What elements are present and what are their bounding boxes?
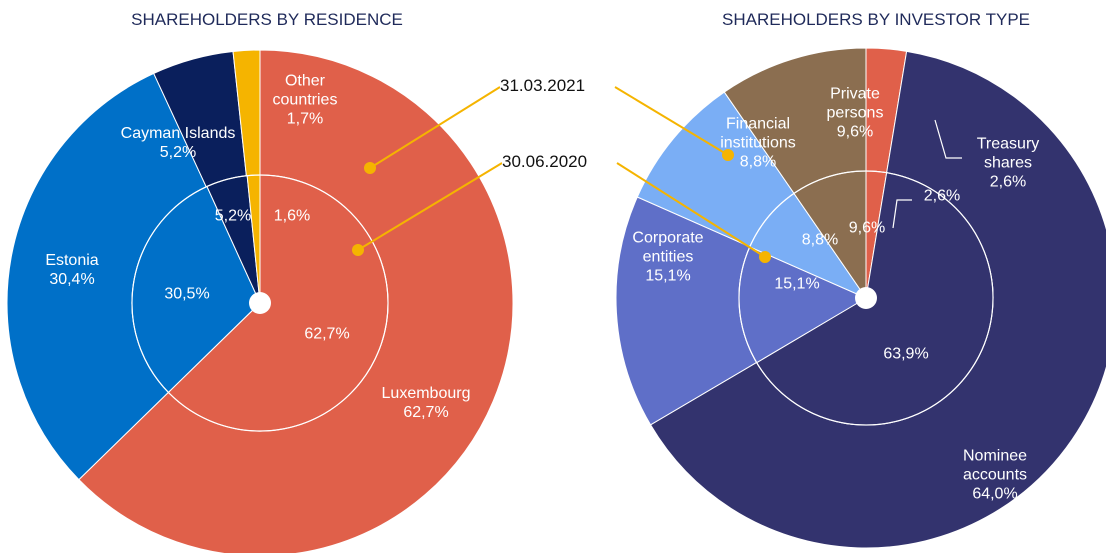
ring-border bbox=[738, 170, 994, 426]
outer-label: Financial institutions 8,8% bbox=[708, 115, 808, 172]
outer-label: Treasury shares 2,6% bbox=[963, 135, 1053, 192]
ring-border bbox=[131, 174, 389, 432]
outer-label: Estonia 30,4% bbox=[32, 251, 112, 289]
outer-label: Nominee accounts 64,0% bbox=[950, 447, 1040, 504]
leader-line bbox=[934, 119, 962, 159]
outer-label: Corporate entities 15,1% bbox=[623, 229, 713, 286]
value-label: 30,5% bbox=[164, 285, 210, 303]
category-label: Nominee accounts bbox=[962, 447, 1028, 484]
center-dot bbox=[249, 292, 271, 314]
outer-label: Cayman Islands 5,2% bbox=[98, 124, 258, 162]
series-annotation: 30.06.2020 bbox=[502, 152, 588, 172]
value-label: 8,8% bbox=[801, 231, 839, 249]
value-label: 8,8% bbox=[739, 153, 777, 171]
callout-line bbox=[357, 162, 503, 251]
callout-dot bbox=[722, 149, 734, 161]
callout-line bbox=[614, 86, 729, 156]
value-label: 5,2% bbox=[159, 144, 197, 161]
value-label: 62,7% bbox=[304, 325, 350, 343]
value-label: 64,0% bbox=[972, 485, 1018, 503]
value-label: 9,6% bbox=[836, 123, 874, 141]
value-label: 1,7% bbox=[286, 110, 324, 128]
value-label: 1,6% bbox=[273, 207, 311, 225]
callout-dot bbox=[364, 162, 376, 174]
category-label: Other countries bbox=[272, 72, 338, 109]
chart-title: SHAREHOLDERS BY RESIDENCE bbox=[131, 10, 403, 29]
value-label: 2,6% bbox=[923, 187, 961, 205]
category-label: Estonia bbox=[45, 252, 99, 269]
category-label: Corporate entities bbox=[632, 229, 704, 266]
leader-line bbox=[892, 199, 912, 229]
outer-label: Private persons 9,6% bbox=[815, 85, 895, 142]
value-label: 2,6% bbox=[989, 173, 1027, 191]
value-label: 63,9% bbox=[883, 345, 929, 363]
category-label: Luxembourg bbox=[381, 385, 471, 402]
callout-line bbox=[616, 162, 766, 258]
callout-line bbox=[369, 86, 501, 169]
value-label: 15,1% bbox=[774, 275, 820, 293]
value-label: 15,1% bbox=[645, 267, 691, 285]
category-label: Cayman Islands bbox=[120, 125, 236, 142]
category-label: Treasury shares bbox=[976, 135, 1040, 172]
category-label: Financial institutions bbox=[720, 115, 796, 152]
value-label: 5,2% bbox=[214, 207, 252, 225]
category-label: Private persons bbox=[826, 85, 884, 122]
callout-dot bbox=[352, 244, 364, 256]
value-label: 9,6% bbox=[848, 219, 886, 237]
outer-label: Luxembourg 62,7% bbox=[361, 384, 491, 422]
callout-dot bbox=[759, 251, 771, 263]
series-annotation: 31.03.2021 bbox=[500, 76, 586, 96]
value-label: 62,7% bbox=[403, 404, 449, 421]
chart-title: SHAREHOLDERS BY INVESTOR TYPE bbox=[722, 10, 1030, 29]
value-label: 30,4% bbox=[49, 271, 95, 288]
outer-label: Other countries 1,7% bbox=[260, 72, 350, 129]
center-dot bbox=[855, 287, 877, 309]
